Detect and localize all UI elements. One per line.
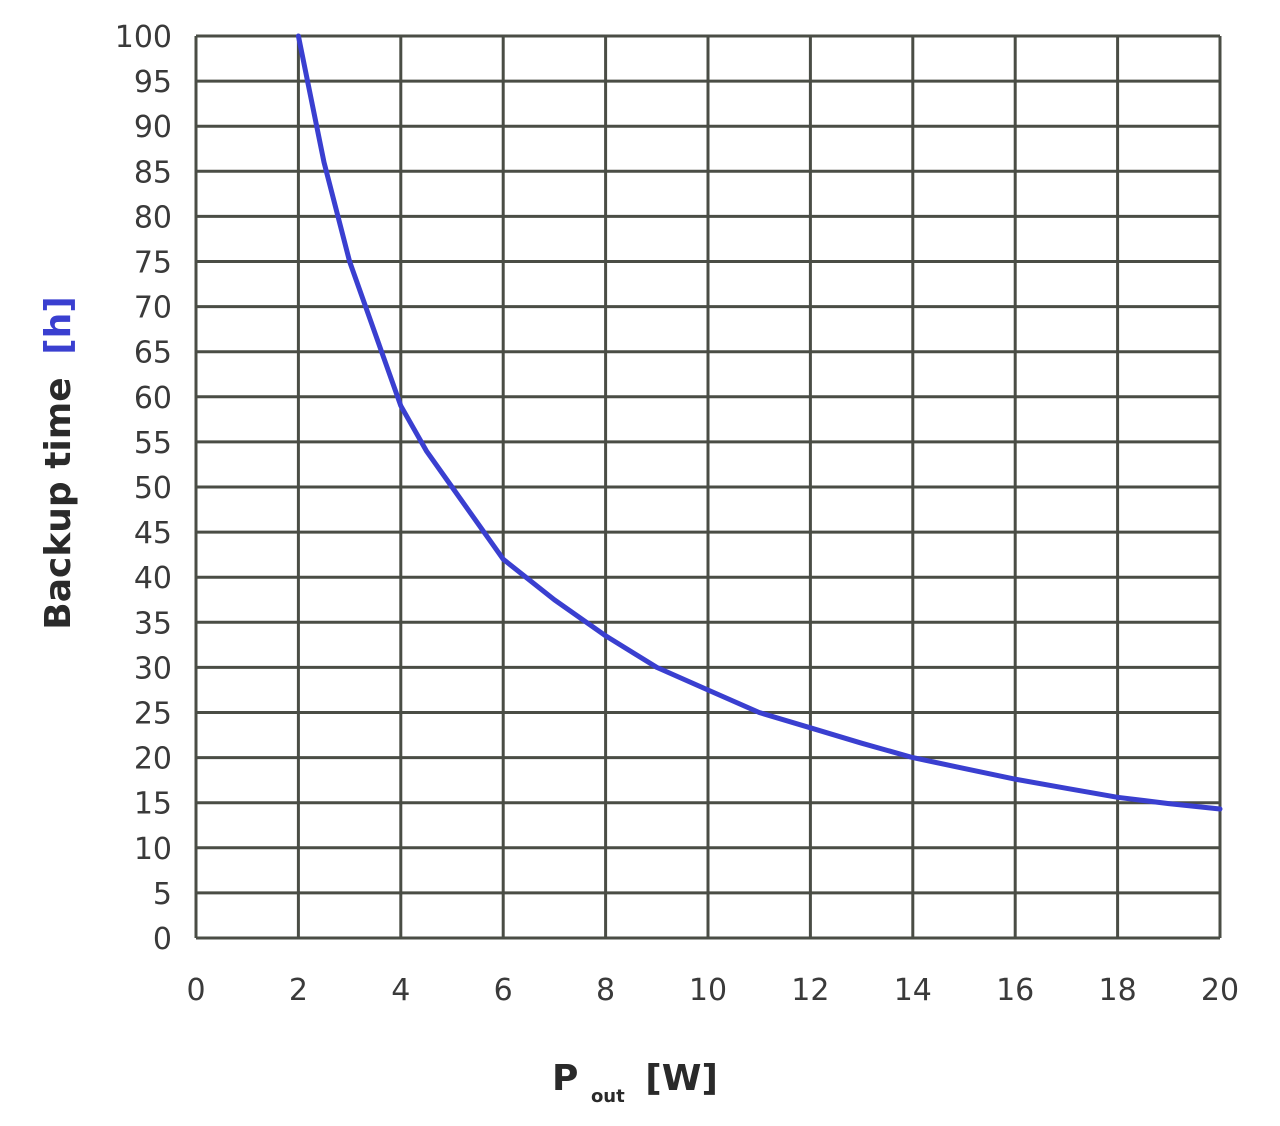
y-axis-label: Backup time [h] <box>38 296 79 630</box>
x-axis-label: P out [W] <box>552 1058 718 1111</box>
y-tick-label: 60 <box>134 381 172 416</box>
y-tick-label: 35 <box>134 606 172 641</box>
y-tick-label: 15 <box>134 787 172 822</box>
y-tick-label: 95 <box>134 65 172 100</box>
y-axis-label-main: Backup time <box>38 377 79 629</box>
series-line <box>295 33 1223 812</box>
y-tick-label: 100 <box>115 20 172 55</box>
x-tick-label: 10 <box>689 973 727 1008</box>
x-tick-label: 2 <box>289 973 308 1008</box>
x-axis-label-sub: out <box>591 1086 625 1107</box>
x-tick-label: 12 <box>791 973 829 1008</box>
y-tick-label: 80 <box>134 200 172 235</box>
x-tick-label: 16 <box>996 973 1034 1008</box>
x-tick-label: 18 <box>1099 973 1137 1008</box>
plot-grid <box>194 34 1222 940</box>
x-tick-label: 8 <box>596 973 615 1008</box>
y-tick-label: 55 <box>134 426 172 461</box>
x-tick-label: 0 <box>186 973 205 1008</box>
y-tick-label: 0 <box>153 922 172 957</box>
x-axis-label-main: P <box>552 1058 578 1099</box>
y-tick-label: 75 <box>134 246 172 281</box>
y-tick-label: 30 <box>134 651 172 686</box>
y-tick-labels: 0 5 10 15 20 25 30 35 40 45 50 55 60 65 70 75 80 85 90 95 10… <box>115 20 172 957</box>
y-tick-label: 70 <box>134 291 172 326</box>
y-tick-label: 45 <box>134 516 172 551</box>
x-tick-label: 20 <box>1201 973 1239 1008</box>
y-tick-label: 25 <box>134 697 172 732</box>
x-tick-label: 4 <box>391 973 410 1008</box>
x-tick-label: 14 <box>894 973 932 1008</box>
y-axis-label-unit: [h] <box>38 296 79 355</box>
y-tick-label: 20 <box>134 742 172 777</box>
y-tick-label: 10 <box>134 832 172 867</box>
y-tick-label: 90 <box>134 110 172 145</box>
x-tick-labels: 0 2 4 6 8 10 12 14 16 18 20 <box>186 973 1239 1008</box>
y-tick-label: 40 <box>134 561 172 596</box>
y-tick-label: 85 <box>134 155 172 190</box>
y-tick-label: 50 <box>134 471 172 506</box>
y-tick-label: 5 <box>153 877 172 912</box>
x-tick-label: 6 <box>494 973 513 1008</box>
y-tick-label: 65 <box>134 336 172 371</box>
x-axis-label-unit: [W] <box>645 1058 718 1099</box>
series-group <box>295 33 1223 812</box>
